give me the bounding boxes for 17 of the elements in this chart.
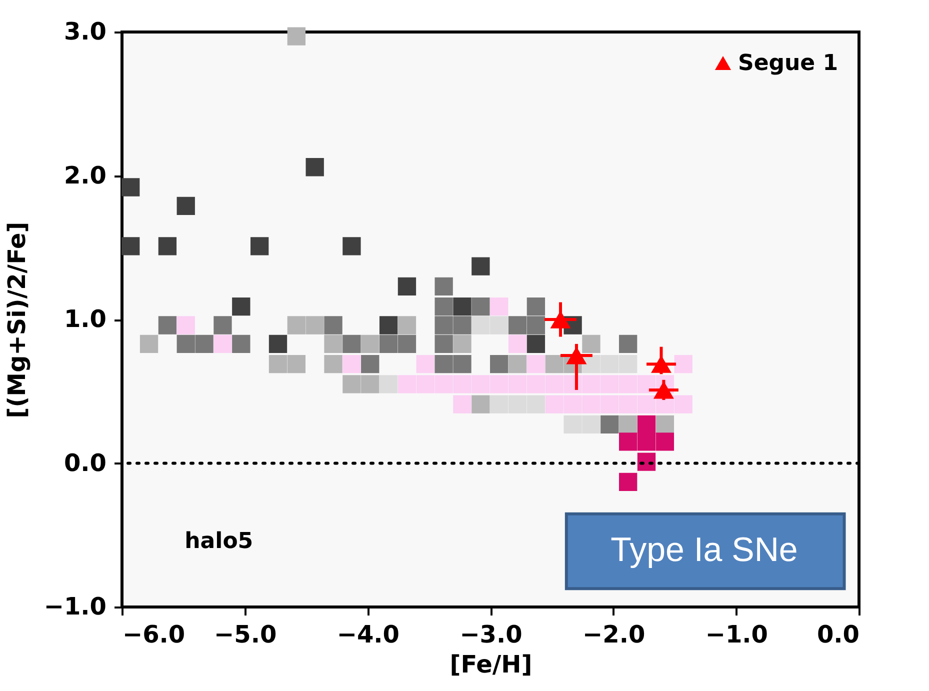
x-axis-title: [Fe/H] <box>450 650 532 678</box>
y-tick-label: 2.0 <box>64 161 106 190</box>
x-tick-label: −5.0 <box>214 620 277 648</box>
x-tick-label: −3.0 <box>460 620 522 648</box>
annotation: Type Ia SNe <box>610 531 798 570</box>
y-tick-label: 1.0 <box>64 305 106 333</box>
annotation: halo5 <box>184 528 254 554</box>
x-tick-label: −1.0 <box>705 620 768 648</box>
y-tick-label: 0.0 <box>64 448 106 477</box>
x-tick-label: −2.0 <box>582 620 646 648</box>
y-tick-label: 3.0 <box>64 18 106 46</box>
x-tick-label: 0.0 <box>816 620 860 648</box>
legend-label: Segue 1 <box>738 51 838 76</box>
y-axis-title: [(Mg+Si)/2/Fe] <box>2 222 31 418</box>
x-tick-label: −4.0 <box>336 620 400 648</box>
x-tick-label: −6.0 <box>122 620 186 648</box>
y-tick-label: −1.0 <box>44 592 106 620</box>
